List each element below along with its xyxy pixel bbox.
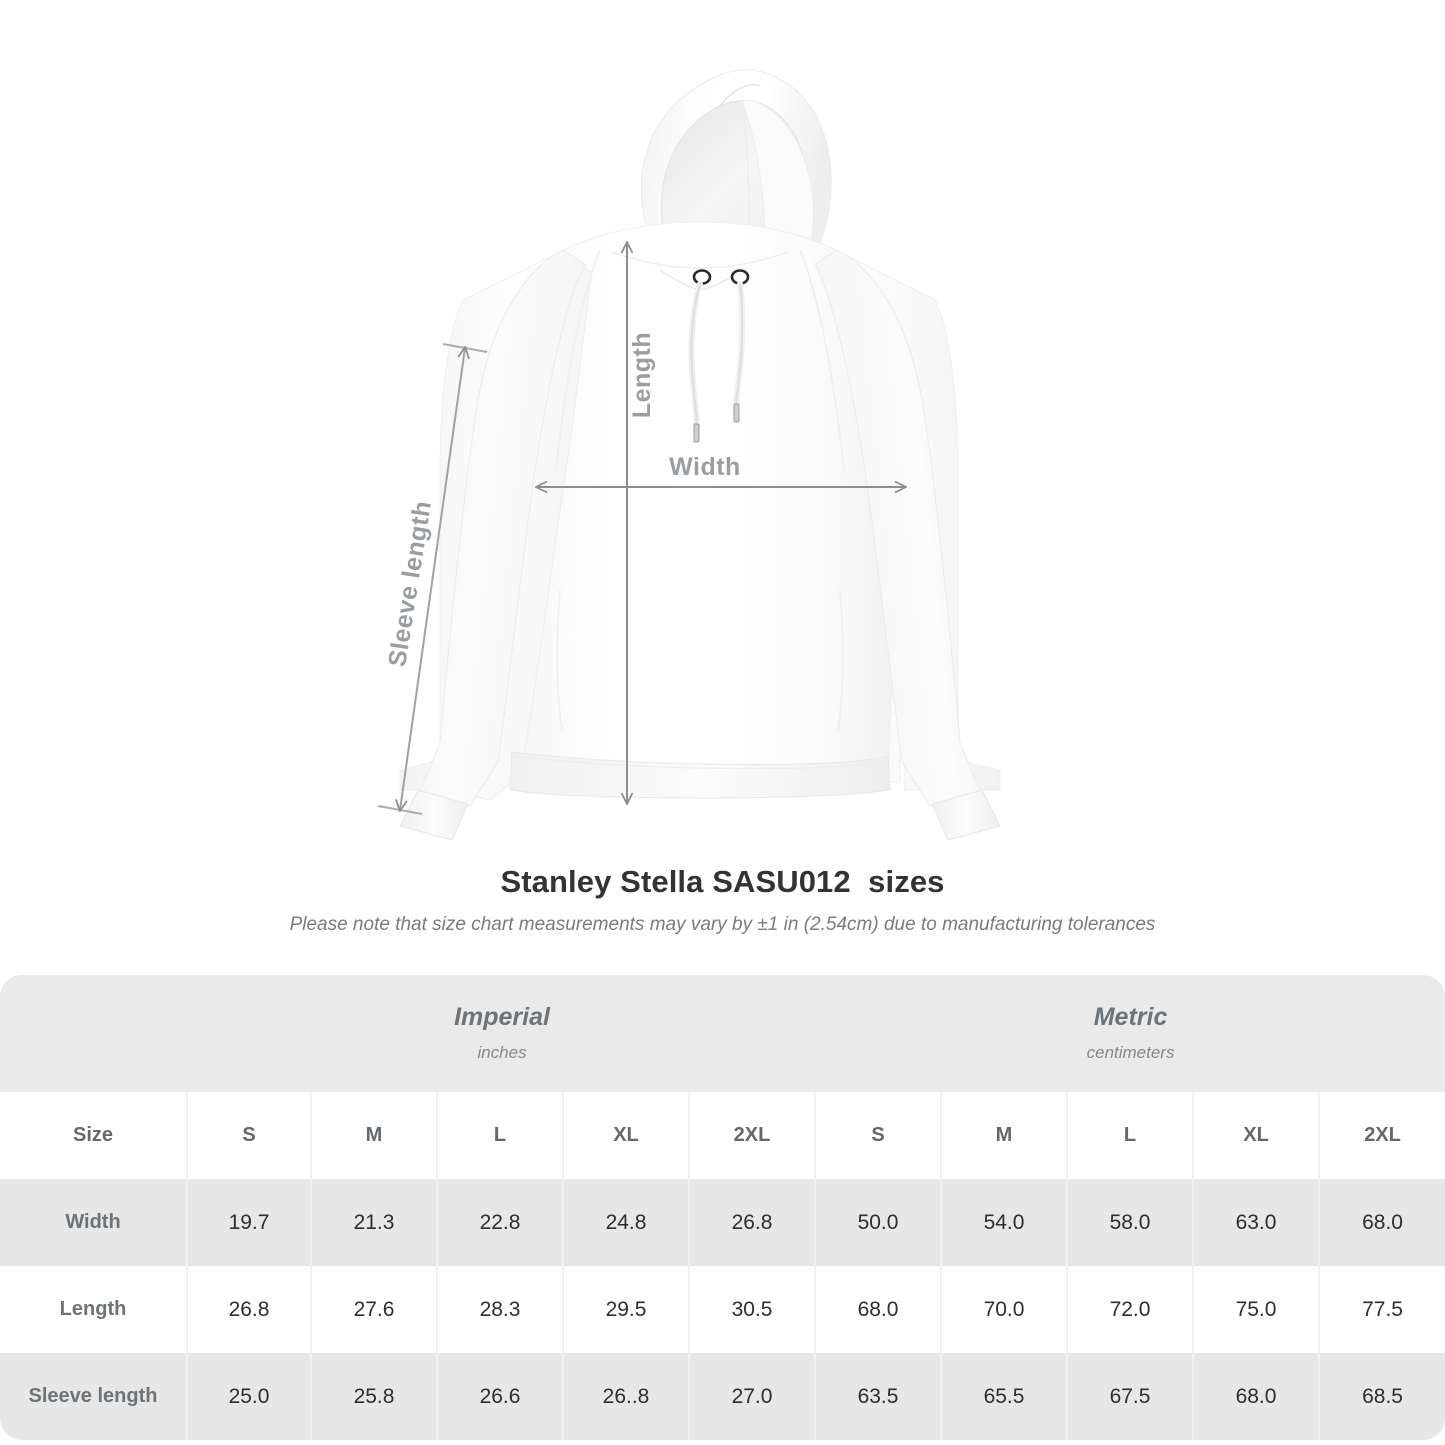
cell-sleeve-imperial-2xl: 27.0 xyxy=(690,1353,817,1440)
cell-length-imperial-m: 27.6 xyxy=(312,1266,438,1353)
sleeve-length-label: Sleeve length xyxy=(383,499,437,669)
cell-length-imperial-xl: 29.5 xyxy=(564,1266,690,1353)
cell-length-imperial-2xl: 30.5 xyxy=(690,1266,817,1353)
cell-width-metric-xl: 63.0 xyxy=(1194,1179,1321,1266)
column-header-imperial-s: S xyxy=(188,1092,312,1179)
unit-group-metric-sub: centimeters xyxy=(1086,1042,1175,1062)
page-title: Stanley Stella SASU012 sizes xyxy=(500,864,945,899)
length-label: Length xyxy=(628,332,656,418)
cell-length-imperial-l: 28.3 xyxy=(438,1266,564,1353)
length-dimension: Length xyxy=(627,243,656,803)
cell-length-metric-2xl: 77.5 xyxy=(1320,1266,1445,1353)
table-row-width: Width 19.7 21.3 22.8 24.8 26.8 50.0 54.0… xyxy=(0,1179,1445,1266)
column-header-metric-l: L xyxy=(1068,1092,1195,1179)
column-header-metric-s: S xyxy=(816,1092,943,1179)
unit-group-imperial-sub: inches xyxy=(477,1042,527,1062)
hoodie-illustration: Length Width Sleeve length xyxy=(377,69,1001,841)
column-header-size: Size xyxy=(0,1092,188,1179)
column-header-metric-m: M xyxy=(942,1092,1069,1179)
cell-sleeve-imperial-xl: 26..8 xyxy=(564,1353,690,1440)
column-header-imperial-m: M xyxy=(312,1092,438,1179)
cell-sleeve-imperial-m: 25.8 xyxy=(312,1353,438,1440)
size-chart-table: Imperial inches Metric centimeters Size … xyxy=(0,975,1445,1440)
cell-length-metric-m: 70.0 xyxy=(942,1266,1069,1353)
cell-length-metric-xl: 75.0 xyxy=(1194,1266,1321,1353)
title-block: Stanley Stella SASU012 sizes Please note… xyxy=(0,862,1445,940)
cell-width-metric-l: 58.0 xyxy=(1068,1179,1195,1266)
cell-sleeve-metric-xl: 68.0 xyxy=(1194,1353,1321,1440)
cell-sleeve-metric-l: 67.5 xyxy=(1068,1353,1195,1440)
unit-group-metric: Metric centimeters xyxy=(816,975,1445,1092)
cell-width-imperial-s: 19.7 xyxy=(188,1179,312,1266)
unit-group-imperial-name: Imperial xyxy=(454,1002,550,1031)
cell-width-metric-s: 50.0 xyxy=(816,1179,943,1266)
column-header-imperial-l: L xyxy=(438,1092,564,1179)
cell-length-imperial-s: 26.8 xyxy=(188,1266,312,1353)
unit-group-metric-name: Metric xyxy=(1093,1002,1168,1031)
width-dimension: Width xyxy=(537,453,905,487)
cell-width-imperial-xl: 24.8 xyxy=(564,1179,690,1266)
tolerance-note: Please note that size chart measurements… xyxy=(289,914,1156,935)
unit-group-imperial: Imperial inches xyxy=(188,975,817,1092)
cell-sleeve-metric-s: 63.5 xyxy=(816,1353,943,1440)
cell-length-metric-l: 72.0 xyxy=(1068,1266,1195,1353)
row-label-sleeve-length: Sleeve length xyxy=(0,1353,188,1440)
width-label: Width xyxy=(669,453,741,481)
cell-sleeve-metric-2xl: 68.5 xyxy=(1320,1353,1445,1440)
cell-width-metric-m: 54.0 xyxy=(942,1179,1069,1266)
column-header-imperial-2xl: 2XL xyxy=(690,1092,817,1179)
cell-sleeve-metric-m: 65.5 xyxy=(942,1353,1069,1440)
row-label-width: Width xyxy=(0,1179,188,1266)
cell-width-imperial-2xl: 26.8 xyxy=(690,1179,817,1266)
cell-width-imperial-m: 21.3 xyxy=(312,1179,438,1266)
unit-band-row: Imperial inches Metric centimeters xyxy=(0,975,1445,1092)
column-header-metric-2xl: 2XL xyxy=(1320,1092,1445,1179)
table-row-sleeve-length: Sleeve length 25.0 25.8 26.6 26..8 27.0 … xyxy=(0,1353,1445,1440)
row-label-length: Length xyxy=(0,1266,188,1353)
unit-band-spacer xyxy=(0,975,188,1092)
column-header-imperial-xl: XL xyxy=(564,1092,690,1179)
cell-sleeve-imperial-l: 26.6 xyxy=(438,1353,564,1440)
cell-sleeve-imperial-s: 25.0 xyxy=(188,1353,312,1440)
column-header-metric-xl: XL xyxy=(1194,1092,1321,1179)
column-header-row: Size S M L XL 2XL S M L XL 2XL xyxy=(0,1092,1445,1179)
table-row-length: Length 26.8 27.6 28.3 29.5 30.5 68.0 70.… xyxy=(0,1266,1445,1353)
cell-width-metric-2xl: 68.0 xyxy=(1320,1179,1445,1266)
cell-length-metric-s: 68.0 xyxy=(816,1266,943,1353)
cell-width-imperial-l: 22.8 xyxy=(438,1179,564,1266)
